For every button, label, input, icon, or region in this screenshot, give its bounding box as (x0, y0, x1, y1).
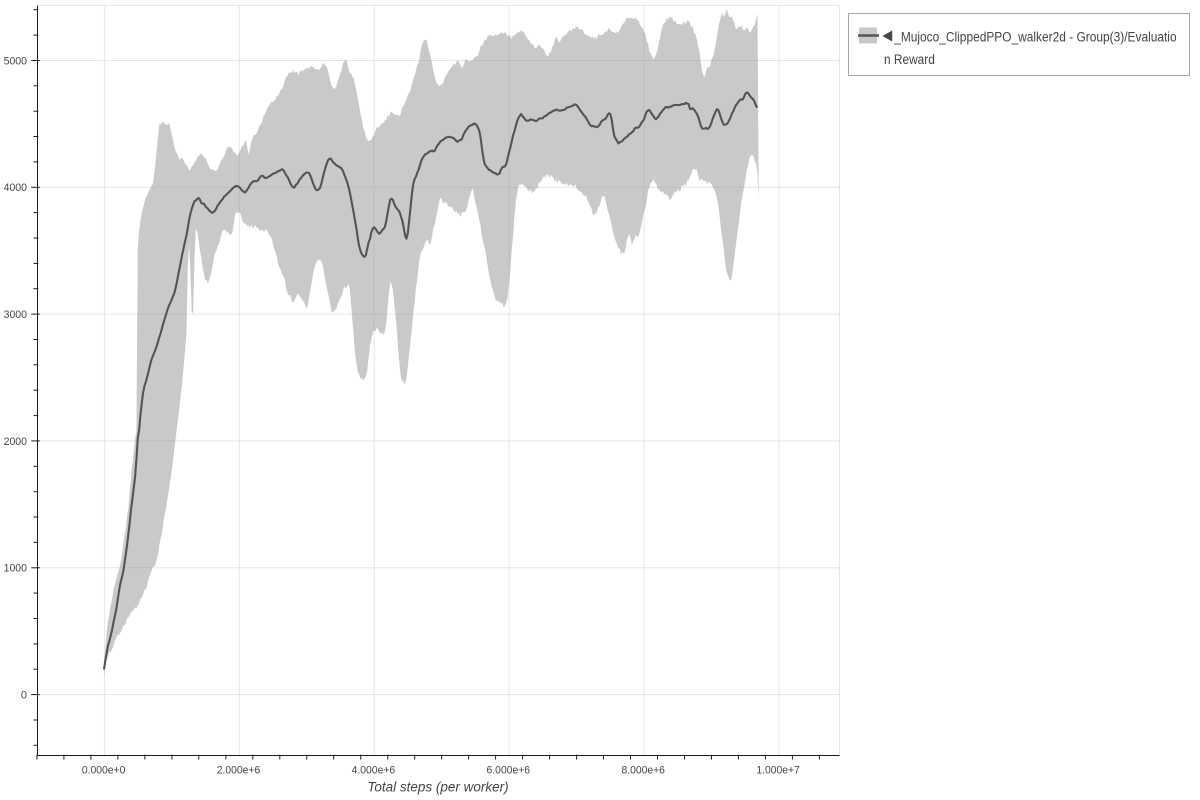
svg-text:4000: 4000 (4, 182, 27, 194)
svg-text:3000: 3000 (4, 309, 27, 321)
svg-text:8.000e+6: 8.000e+6 (621, 765, 665, 777)
svg-text:n Reward: n Reward (884, 52, 935, 67)
svg-text:0: 0 (21, 690, 27, 702)
svg-text:_Mujoco_ClippedPPO_walker2d -: _Mujoco_ClippedPPO_walker2d - Group(3)/E… (893, 30, 1176, 45)
svg-text:2.000e+6: 2.000e+6 (217, 765, 261, 777)
svg-text:4.000e+6: 4.000e+6 (352, 765, 396, 777)
svg-text:1.000e+7: 1.000e+7 (756, 765, 800, 777)
svg-text:0.000e+0: 0.000e+0 (82, 765, 126, 777)
svg-text:2000: 2000 (4, 436, 27, 448)
svg-text:Total steps (per worker): Total steps (per worker) (367, 780, 508, 795)
svg-text:6.000e+6: 6.000e+6 (487, 765, 531, 777)
svg-text:1000: 1000 (4, 563, 27, 575)
svg-text:5000: 5000 (4, 55, 27, 67)
